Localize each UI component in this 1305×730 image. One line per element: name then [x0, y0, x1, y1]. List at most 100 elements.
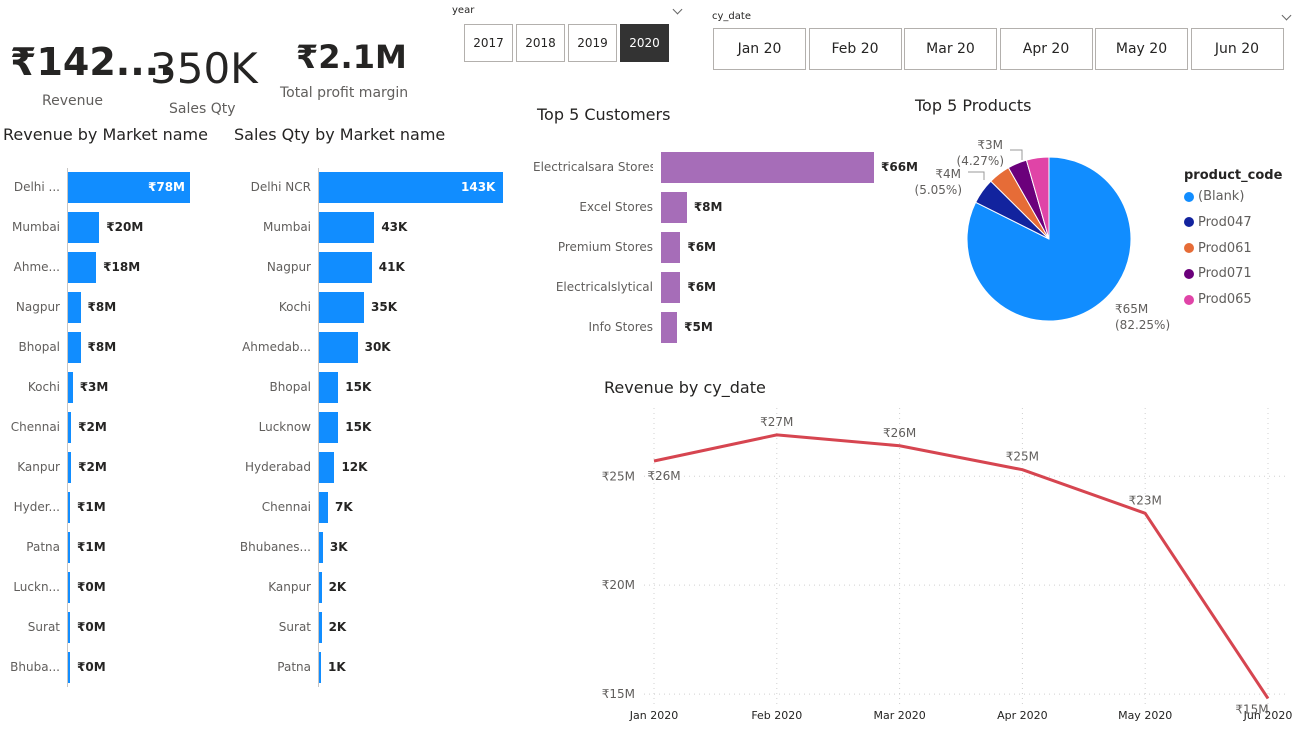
qty-market-bar[interactable]	[319, 172, 503, 203]
pie-legend-item[interactable]: (Blank)	[1184, 189, 1244, 204]
date-option-3[interactable]: Apr 20	[999, 28, 1093, 70]
revenue-by-date-title: Revenue by cy_date	[604, 378, 766, 397]
revenue-market-category-label: Hyder...	[13, 499, 60, 514]
revenue-market-bar[interactable]	[68, 452, 72, 483]
profit-margin-kpi-value: ₹2.1M	[296, 38, 407, 76]
qty-market-bar[interactable]	[319, 612, 322, 643]
year-option-2018[interactable]: 2018	[516, 24, 565, 62]
line-data-label: ₹27M	[760, 415, 793, 429]
pie-data-label-pct: (5.05%)	[915, 183, 962, 197]
revenue-market-bar[interactable]	[68, 572, 70, 603]
year-option-2020[interactable]: 2020	[620, 24, 669, 62]
qty-market-value-label: 43K	[381, 219, 408, 234]
qty-market-bar[interactable]	[319, 372, 339, 403]
qty-market-category-label: Patna	[277, 659, 311, 674]
qty-market-category-label: Ahmedab...	[242, 339, 311, 354]
y-tick-label: ₹15M	[602, 687, 635, 701]
qty-market-bar[interactable]	[319, 332, 358, 363]
qty-market-category-label: Delhi NCR	[250, 179, 311, 194]
revenue-market-bar[interactable]	[68, 412, 72, 443]
customer-bar[interactable]	[661, 152, 874, 183]
pie-legend-title: product_code	[1184, 168, 1283, 183]
pie-legend-item[interactable]: Prod061	[1184, 241, 1252, 256]
customer-bar[interactable]	[661, 192, 687, 223]
x-tick-label: May 2020	[1118, 709, 1172, 722]
revenue-market-value-label: ₹2M	[78, 419, 107, 434]
customer-bar[interactable]	[661, 232, 681, 263]
revenue-market-bar[interactable]	[68, 532, 70, 563]
customer-bar[interactable]	[661, 312, 678, 343]
revenue-market-category-label: Kochi	[27, 379, 60, 394]
pie-legend-item[interactable]: Prod065	[1184, 292, 1252, 307]
qty-market-value-label: 41K	[378, 259, 405, 274]
revenue-market-bar[interactable]	[68, 372, 73, 403]
x-tick-label: Apr 2020	[997, 709, 1048, 722]
pie-legend-label: (Blank)	[1198, 189, 1245, 204]
pie-slice-prod065[interactable]	[1025, 156, 1050, 240]
revenue-by-date-line-chart: ₹15M ₹20M ₹25M Jan 2020 Feb 2020 Mar 2020 Apr …	[602, 408, 1292, 722]
year-option-2019[interactable]: 2019	[568, 24, 617, 62]
qty-market-value-label: 2K	[328, 579, 347, 594]
date-option-4[interactable]: May 20	[1095, 28, 1188, 70]
pie-legend-label: Prod065	[1198, 292, 1252, 308]
date-option-5[interactable]: Jun 20	[1190, 28, 1284, 70]
qty-market-value-label: 35K	[371, 299, 398, 314]
pie-legend-item[interactable]: Prod071	[1184, 266, 1252, 281]
qty-market-value-label: 15K	[345, 379, 372, 394]
revenue-market-bar[interactable]	[68, 292, 81, 323]
revenue-market-bar[interactable]	[68, 172, 190, 203]
profit-margin-kpi-label: Total profit margin	[280, 85, 409, 101]
revenue-line-series[interactable]	[653, 433, 1270, 700]
qty-market-bar[interactable]	[319, 572, 322, 603]
revenue-market-bar[interactable]	[68, 212, 100, 243]
revenue-market-bar[interactable]	[68, 332, 81, 363]
revenue-market-bar[interactable]	[68, 612, 70, 643]
date-option-0[interactable]: Jan 20	[713, 28, 806, 70]
qty-market-bar[interactable]	[319, 252, 372, 283]
legend-dot-icon	[1184, 243, 1194, 254]
qty-market-bar[interactable]	[319, 492, 328, 523]
revenue-by-market-title: Revenue by Market name	[3, 125, 208, 144]
date-option-2[interactable]: Mar 20	[904, 28, 997, 70]
y-tick-label: ₹25M	[602, 469, 635, 483]
customer-bar[interactable]	[661, 272, 681, 303]
revenue-market-axis-line	[67, 168, 68, 687]
qty-market-bar[interactable]	[319, 452, 335, 483]
revenue-market-value-label: ₹2M	[78, 459, 107, 474]
line-data-label: ₹26M	[647, 469, 680, 483]
qty-market-category-label: Bhubanes...	[239, 539, 311, 554]
pie-slice-blank[interactable]	[966, 156, 1132, 322]
revenue-market-value-label: ₹0M	[77, 579, 106, 594]
revenue-market-category-label: Surat	[27, 619, 60, 634]
revenue-market-value-label: ₹1M	[77, 499, 106, 514]
year-slicer-chevron-down-icon[interactable]	[672, 4, 683, 15]
pie-data-label-value: ₹4M	[935, 167, 961, 181]
qty-market-bar[interactable]	[319, 652, 321, 683]
date-slicer-chevron-down-icon[interactable]	[1281, 10, 1292, 21]
customer-category-label: Excel Stores	[579, 199, 653, 214]
year-option-2017[interactable]: 2017	[464, 24, 513, 62]
revenue-market-bar[interactable]	[68, 492, 70, 523]
qty-market-bar[interactable]	[319, 532, 323, 563]
year-slicer: 2017 2018 2019 2020	[464, 24, 672, 62]
qty-market-bar[interactable]	[319, 412, 339, 443]
pie-legend-item[interactable]: Prod047	[1184, 215, 1252, 230]
qty-market-bar[interactable]	[319, 212, 375, 243]
line-data-label: ₹26M	[883, 426, 916, 440]
revenue-market-bar[interactable]	[68, 252, 97, 283]
revenue-market-category-label: Bhopal	[18, 339, 60, 354]
customer-category-label: Premium Stores	[557, 239, 653, 254]
line-data-label: ₹15M	[1235, 702, 1268, 716]
qty-market-bar[interactable]	[319, 292, 365, 323]
revenue-market-bar[interactable]	[68, 652, 70, 683]
revenue-market-value-label: ₹3M	[79, 379, 109, 394]
date-slicer-title: cy_date	[712, 11, 751, 22]
pie-leader-line	[1010, 149, 1023, 160]
legend-dot-icon	[1184, 217, 1194, 228]
legend-dot-icon	[1184, 268, 1194, 279]
x-tick-label: Feb 2020	[751, 709, 802, 722]
qty-market-value-label: 3K	[329, 539, 348, 554]
date-option-1[interactable]: Feb 20	[808, 28, 902, 70]
revenue-market-value-label: ₹1M	[77, 539, 106, 554]
date-slicer: Jan 20 Feb 20 Mar 20 Apr 20 May 20 Jun 20	[713, 28, 1286, 70]
